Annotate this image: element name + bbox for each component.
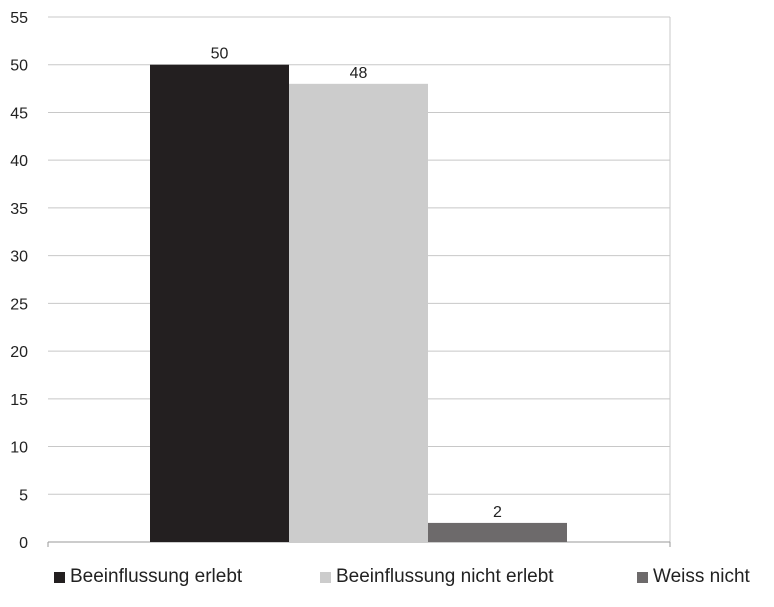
legend-swatch-beeinflussung-erlebt xyxy=(54,571,65,583)
legend-item-beeinflussung-nicht-erlebt: Beeinflussung nicht erlebt xyxy=(320,566,554,588)
bar-chart: 0 5 10 15 20 25 30 35 40 45 50 55 50 48 2 xyxy=(10,10,671,552)
legend-label-beeinflussung-nicht-erlebt: Beeinflussung nicht erlebt xyxy=(336,566,554,587)
bars xyxy=(150,64,567,543)
data-label-weiss-nicht: 2 xyxy=(493,504,502,521)
legend-item-weiss-nicht: Weiss nicht xyxy=(637,566,750,588)
y-tick-label-5: 5 xyxy=(19,487,28,504)
data-label-beeinflussung-nicht-erlebt: 48 xyxy=(350,65,368,82)
legend-swatch-weiss-nicht xyxy=(637,571,648,583)
y-tick-label-50: 50 xyxy=(10,58,28,75)
legend-label-beeinflussung-erlebt: Beeinflussung erlebt xyxy=(70,566,243,587)
y-tick-label-25: 25 xyxy=(10,296,28,313)
data-labels: 50 48 2 xyxy=(211,46,502,521)
legend-label-weiss-nicht: Weiss nicht xyxy=(653,566,750,587)
y-tick-label-20: 20 xyxy=(10,344,28,361)
legend-item-beeinflussung-erlebt: Beeinflussung erlebt xyxy=(54,566,242,588)
legend-swatch-beeinflussung-nicht-erlebt xyxy=(320,571,331,583)
y-tick-label-55: 55 xyxy=(10,10,28,27)
y-tick-label-45: 45 xyxy=(10,105,28,122)
data-label-beeinflussung-erlebt: 50 xyxy=(211,46,229,63)
y-tick-label-0: 0 xyxy=(19,535,28,552)
bar-weiss-nicht xyxy=(428,522,567,542)
y-tick-label-30: 30 xyxy=(10,249,28,266)
y-tick-label-10: 10 xyxy=(10,440,28,457)
y-tick-label-35: 35 xyxy=(10,201,28,218)
bar-beeinflussung-erlebt xyxy=(150,64,289,543)
bar-beeinflussung-nicht-erlebt xyxy=(289,83,428,543)
y-tick-label-15: 15 xyxy=(10,392,28,409)
legend: Beeinflussung erlebt Beeinflussung nicht… xyxy=(0,566,774,596)
y-tick-label-40: 40 xyxy=(10,153,28,170)
